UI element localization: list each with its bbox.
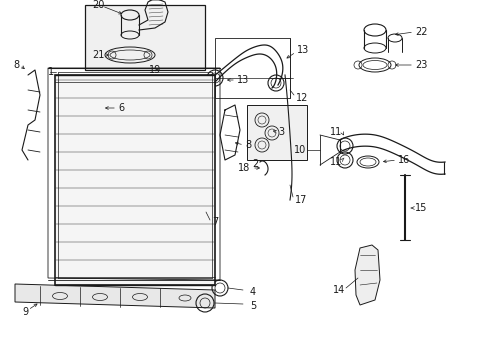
Polygon shape bbox=[354, 245, 379, 305]
Text: 15: 15 bbox=[414, 203, 427, 213]
Bar bbox=[215, 38, 289, 98]
Text: 8: 8 bbox=[13, 60, 19, 70]
Text: 20: 20 bbox=[92, 0, 104, 10]
Text: 14: 14 bbox=[332, 285, 345, 295]
Text: 11: 11 bbox=[329, 157, 342, 167]
Text: 6: 6 bbox=[118, 103, 124, 113]
Polygon shape bbox=[55, 75, 215, 285]
Text: 2: 2 bbox=[251, 159, 258, 169]
Text: 21: 21 bbox=[92, 50, 104, 60]
Polygon shape bbox=[15, 284, 215, 308]
Text: 10: 10 bbox=[293, 145, 305, 155]
Text: 19: 19 bbox=[148, 65, 161, 75]
Text: 7: 7 bbox=[212, 217, 218, 227]
Bar bbox=[85, 5, 204, 70]
Text: 23: 23 bbox=[414, 60, 427, 70]
Text: 1: 1 bbox=[48, 67, 54, 77]
Text: 12: 12 bbox=[295, 93, 308, 103]
Text: 3: 3 bbox=[278, 127, 284, 137]
Text: 11: 11 bbox=[329, 127, 342, 137]
Text: 18: 18 bbox=[237, 163, 249, 173]
Text: 17: 17 bbox=[294, 195, 307, 205]
Text: 22: 22 bbox=[414, 27, 427, 37]
Text: 4: 4 bbox=[249, 287, 256, 297]
Text: 8: 8 bbox=[244, 140, 251, 150]
Text: 9: 9 bbox=[22, 307, 28, 317]
Bar bbox=[246, 105, 306, 160]
Text: 5: 5 bbox=[249, 301, 256, 311]
Text: 16: 16 bbox=[397, 155, 409, 165]
Text: 13: 13 bbox=[296, 45, 308, 55]
Text: 13: 13 bbox=[237, 75, 249, 85]
